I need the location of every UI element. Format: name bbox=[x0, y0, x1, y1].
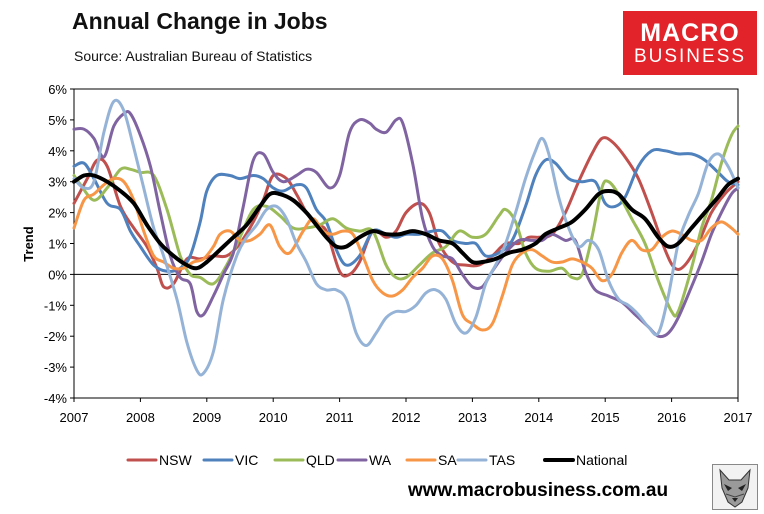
y-tick-label: -3% bbox=[44, 360, 68, 375]
y-tick-label: 3% bbox=[48, 175, 67, 190]
series-line-sa bbox=[72, 176, 740, 332]
x-tick-label: 2008 bbox=[126, 410, 155, 425]
x-tick-label: 2016 bbox=[657, 410, 686, 425]
x-tick-label: 2011 bbox=[326, 410, 354, 425]
x-tick-label: 2010 bbox=[259, 410, 288, 425]
y-axis-label: Trend bbox=[21, 226, 36, 261]
macrobusiness-logo: MACRO BUSINESS bbox=[623, 11, 757, 75]
y-tick-label: 1% bbox=[48, 237, 67, 252]
y-tick-label: 5% bbox=[48, 113, 67, 128]
y-tick-label: 0% bbox=[48, 267, 67, 282]
legend-label-vic: VIC bbox=[235, 452, 258, 468]
legend-label-national: National bbox=[576, 452, 627, 468]
logo-line-2: BUSINESS bbox=[633, 46, 747, 67]
x-tick-label: 2007 bbox=[60, 410, 89, 425]
y-tick-label: 6% bbox=[48, 82, 67, 97]
x-tick-label: 2012 bbox=[392, 410, 421, 425]
wolf-logo-icon bbox=[712, 464, 758, 510]
legend-label-wa: WA bbox=[369, 452, 392, 468]
x-tick-label: 2015 bbox=[591, 410, 620, 425]
series-line-vic bbox=[72, 148, 740, 273]
y-tick-label: -4% bbox=[44, 391, 68, 406]
footer-url: www.macrobusiness.com.au bbox=[408, 480, 669, 501]
legend-label-nsw: NSW bbox=[159, 452, 192, 468]
legend-label-sa: SA bbox=[438, 452, 457, 468]
series-line-wa bbox=[72, 110, 740, 339]
legend-label-tas: TAS bbox=[489, 452, 515, 468]
y-tick-label: -2% bbox=[44, 329, 68, 344]
y-tick-label: -1% bbox=[44, 298, 68, 313]
legend-label-qld: QLD bbox=[306, 452, 335, 468]
x-tick-label: 2014 bbox=[524, 410, 553, 425]
series-line-national bbox=[72, 172, 740, 271]
x-tick-label: 2013 bbox=[458, 410, 487, 425]
logo-line-1: MACRO bbox=[640, 19, 740, 47]
y-tick-label: 2% bbox=[48, 206, 67, 221]
x-tick-label: 2017 bbox=[724, 410, 753, 425]
y-tick-label: 4% bbox=[48, 144, 67, 159]
x-tick-label: 2009 bbox=[192, 410, 221, 425]
series-line-nsw bbox=[72, 136, 740, 290]
series-line-tas bbox=[72, 98, 740, 377]
chart-subtitle: Source: Australian Bureau of Statistics bbox=[74, 48, 313, 64]
chart-title: Annual Change in Jobs bbox=[72, 8, 328, 34]
